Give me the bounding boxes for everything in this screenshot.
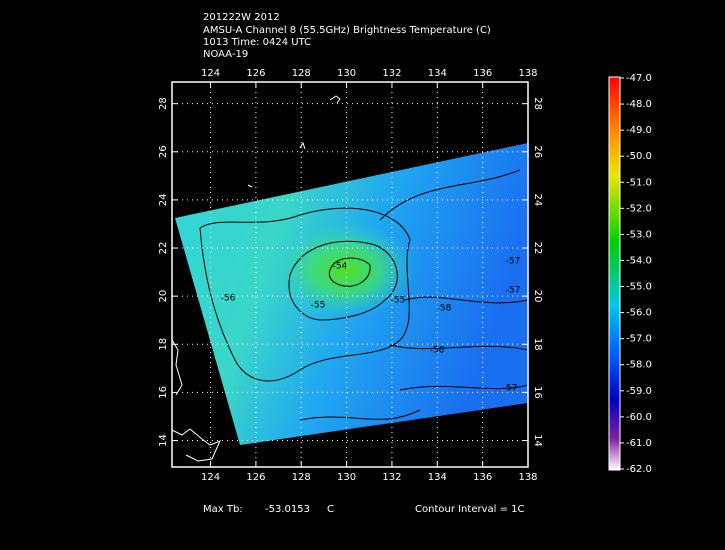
contour-interval: Contour Interval = 1C [415, 504, 525, 515]
x-tick-label: 128 [292, 472, 311, 483]
x-tick-label: 134 [428, 68, 447, 79]
y-tick-label: 28 [158, 97, 169, 110]
colorbar-label: -61.0 [626, 438, 652, 449]
x-tick-label: 124 [201, 68, 220, 79]
colorbar [608, 76, 621, 471]
y-tick-label: 14 [158, 434, 169, 447]
x-tick-label: 138 [518, 472, 537, 483]
contour-line [299, 169, 529, 421]
contour-line [288, 240, 398, 321]
x-tick-label: 138 [518, 68, 537, 79]
max-unit: C [327, 504, 334, 515]
x-tick-label: 136 [473, 472, 492, 483]
title-line: 201222W 2012 [203, 12, 280, 23]
contour-label: -55 [311, 301, 326, 311]
title-line: AMSU-A Channel 8 (55.5GHz) Brightness Te… [203, 25, 491, 36]
colorbar-label: -48.0 [626, 99, 652, 110]
colorbar-label: -56.0 [626, 308, 652, 319]
warm-core [275, 222, 415, 318]
x-tick-label: 134 [428, 472, 447, 483]
max-label: Max Tb: [203, 504, 243, 515]
colorbar-label: -57.0 [626, 334, 652, 345]
contour-line [199, 207, 411, 382]
y-tick-label: 22 [532, 242, 543, 255]
title-line: 1013 Time: 0424 UTC [203, 37, 311, 48]
x-tick-label: 124 [201, 472, 220, 483]
y-tick-label: 26 [532, 145, 543, 158]
y-tick-label: 16 [532, 386, 543, 399]
colorbar-label: -47.0 [626, 73, 652, 84]
y-tick-label: 24 [158, 194, 169, 207]
x-tick-label: 132 [382, 472, 401, 483]
contour-label: -54 [333, 262, 348, 272]
y-tick-label: 24 [532, 194, 543, 207]
coastline [171, 95, 341, 462]
y-tick-label: 20 [532, 290, 543, 303]
plot-area: -54 -55 -55 -56 -57 -57 -56 -58 -57 [171, 81, 529, 468]
y-tick-label: 22 [158, 242, 169, 255]
contour-label: -55 [391, 296, 406, 306]
x-tick-label: 130 [337, 68, 356, 79]
y-tick-label: 20 [158, 290, 169, 303]
map-frame [171, 81, 529, 468]
x-tick-label: 130 [337, 472, 356, 483]
y-tick-label: 18 [532, 338, 543, 351]
contour-label: -58 [437, 304, 452, 314]
contour-label: -56 [430, 346, 445, 356]
colorbar-label: -60.0 [626, 412, 652, 423]
colorbar-label: -52.0 [626, 203, 652, 214]
x-tick-label: 132 [382, 68, 401, 79]
title-line: NOAA-19 [203, 49, 248, 60]
header: 201222W 2012 AMSU-A Channel 8 (55.5GHz) … [203, 12, 491, 60]
colorbar-label: -49.0 [626, 125, 652, 136]
colorbar-label: -59.0 [626, 386, 652, 397]
colorbar-label: -50.0 [626, 151, 652, 162]
x-tick-label: 126 [246, 472, 265, 483]
x-tick-label: 136 [473, 68, 492, 79]
contour-label: -57 [506, 286, 521, 296]
colorbar-label: -54.0 [626, 255, 652, 266]
x-tick-label: 126 [246, 68, 265, 79]
y-tick-label: 14 [532, 434, 543, 447]
contour-label: -57 [506, 257, 521, 267]
contour-line [328, 257, 371, 287]
y-tick-label: 26 [158, 145, 169, 158]
y-tick-label: 18 [158, 338, 169, 351]
colorbar-label: -55.0 [626, 282, 652, 293]
y-tick-label: 16 [158, 386, 169, 399]
footer: Max Tb: -53.0153 C Contour Interval = 1C [203, 504, 525, 515]
contour-label: -57 [503, 384, 518, 394]
colorbar-label: -51.0 [626, 177, 652, 188]
contour-label: -56 [221, 294, 236, 304]
max-value: -53.0153 [265, 504, 310, 515]
colorbar-label: -53.0 [626, 229, 652, 240]
x-tick-label: 128 [292, 68, 311, 79]
colorbar-label: -58.0 [626, 360, 652, 371]
colorbar-label: -62.0 [626, 464, 652, 475]
y-tick-label: 28 [532, 97, 543, 110]
